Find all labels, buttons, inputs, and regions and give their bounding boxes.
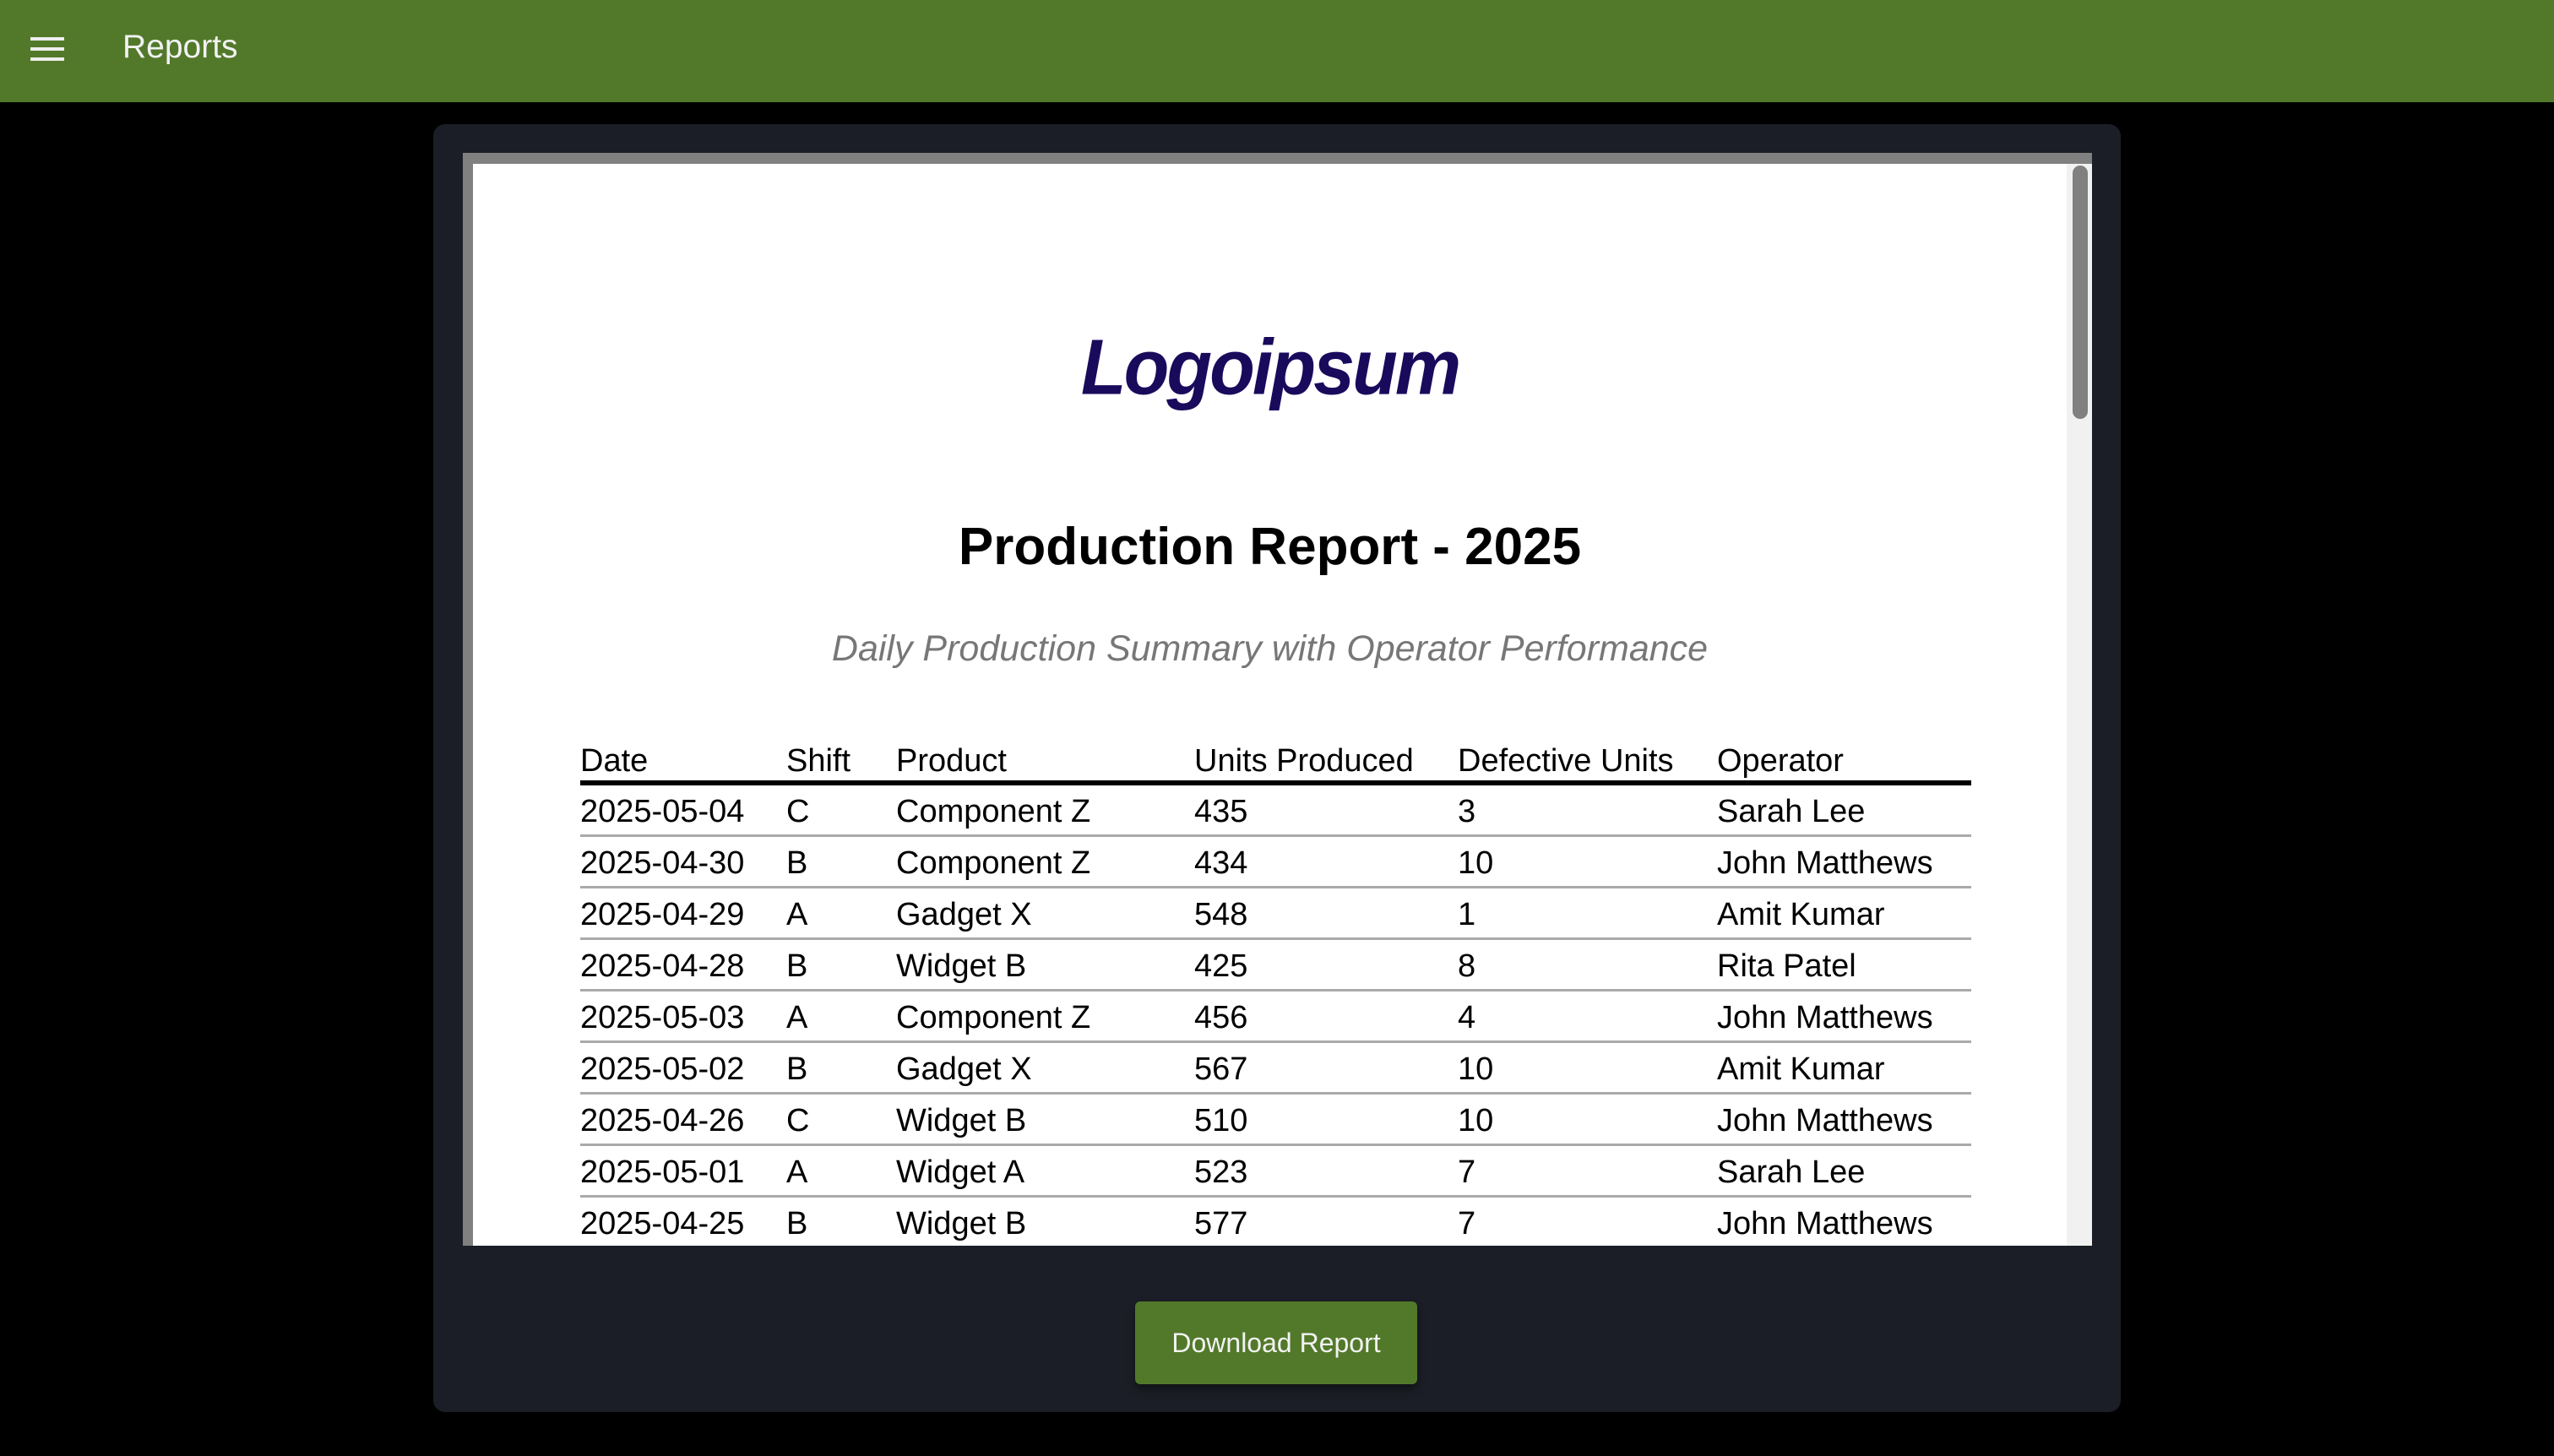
table-cell: Sarah Lee bbox=[1717, 794, 1866, 829]
column-header: Date bbox=[580, 743, 649, 779]
table-row: 2025-04-29 A Gadget X 548 1 Amit Kumar bbox=[580, 888, 1971, 940]
table-cell: Gadget X bbox=[896, 897, 1032, 932]
table-cell: 10 bbox=[1458, 1051, 1494, 1087]
table-cell: 2025-04-25 bbox=[580, 1206, 745, 1241]
scrollbar-thumb[interactable] bbox=[2073, 166, 2088, 419]
table-cell: Component Z bbox=[896, 1000, 1091, 1035]
report-preview-frame[interactable]: Logoipsum Production Report - 2025 Daily… bbox=[463, 153, 2092, 1246]
table-cell: A bbox=[786, 1154, 808, 1190]
table-cell: C bbox=[786, 794, 810, 829]
table-cell: 7 bbox=[1458, 1206, 1476, 1241]
table-cell: 7 bbox=[1458, 1154, 1476, 1190]
table-row: 2025-04-26 C Widget B 510 10 John Matthews bbox=[580, 1095, 1971, 1146]
table-cell: John Matthews bbox=[1717, 1000, 1933, 1035]
table-cell: 425 bbox=[1194, 948, 1248, 984]
hamburger-menu-icon[interactable] bbox=[30, 37, 64, 64]
column-header: Shift bbox=[786, 743, 851, 779]
table-cell: 2025-04-28 bbox=[580, 948, 745, 984]
table-cell: 4 bbox=[1458, 1000, 1476, 1035]
table-cell: 567 bbox=[1194, 1051, 1248, 1087]
scrollbar[interactable] bbox=[2067, 164, 2092, 1246]
table-cell: B bbox=[786, 1206, 808, 1241]
table-row: 2025-05-02 B Gadget X 567 10 Amit Kumar bbox=[580, 1043, 1971, 1095]
table-cell: 510 bbox=[1194, 1103, 1248, 1138]
table-row: 2025-04-25 B Widget B 577 7 John Matthews bbox=[580, 1198, 1971, 1246]
table-cell: Widget A bbox=[896, 1154, 1025, 1190]
table-cell: B bbox=[786, 1051, 808, 1087]
table-cell: Widget B bbox=[896, 948, 1027, 984]
table-cell: 10 bbox=[1458, 845, 1494, 881]
column-header: Defective Units bbox=[1458, 743, 1674, 779]
table-cell: 2025-04-30 bbox=[580, 845, 745, 881]
report-subtitle: Daily Production Summary with Operator P… bbox=[831, 628, 1709, 669]
top-app-bar: Reports bbox=[0, 0, 2554, 102]
table-cell: 577 bbox=[1194, 1206, 1248, 1241]
table-cell: 8 bbox=[1458, 948, 1476, 984]
table-cell: 434 bbox=[1194, 845, 1248, 881]
table-cell: 2025-05-04 bbox=[580, 794, 745, 829]
table-cell: 2025-05-02 bbox=[580, 1051, 745, 1087]
column-header: Units Produced bbox=[1194, 743, 1414, 779]
table-row: 2025-05-01 A Widget A 523 7 Sarah Lee bbox=[580, 1146, 1971, 1198]
table-cell: Component Z bbox=[896, 845, 1091, 881]
table-cell: 523 bbox=[1194, 1154, 1248, 1190]
table-cell: A bbox=[786, 897, 808, 932]
table-row: 2025-05-04 C Component Z 435 3 Sarah Lee bbox=[580, 785, 1971, 837]
table-cell: A bbox=[786, 1000, 808, 1035]
table-cell: Widget B bbox=[896, 1206, 1027, 1241]
table-cell: Sarah Lee bbox=[1717, 1154, 1866, 1190]
table-cell: C bbox=[786, 1103, 810, 1138]
table-cell: Component Z bbox=[896, 794, 1091, 829]
company-logo: Logoipsum bbox=[1080, 323, 1461, 411]
table-cell: Gadget X bbox=[896, 1051, 1032, 1087]
report-title: Production Report - 2025 bbox=[958, 518, 1582, 576]
table-cell: 548 bbox=[1194, 897, 1248, 932]
table-cell: 2025-05-03 bbox=[580, 1000, 745, 1035]
column-header: Product bbox=[896, 743, 1007, 779]
table-cell: Amit Kumar bbox=[1717, 1051, 1885, 1087]
table-cell: John Matthews bbox=[1717, 845, 1933, 881]
production-table: Date Shift Product Units Produced Defective … bbox=[580, 735, 1971, 1246]
table-cell: Widget B bbox=[896, 1103, 1027, 1138]
table-row: 2025-05-03 A Component Z 456 4 John Matthews bbox=[580, 991, 1971, 1043]
table-cell: 10 bbox=[1458, 1103, 1494, 1138]
column-header: Operator bbox=[1717, 743, 1844, 779]
table-cell: 2025-04-29 bbox=[580, 897, 745, 932]
table-cell: 456 bbox=[1194, 1000, 1248, 1035]
table-cell: 2025-05-01 bbox=[580, 1154, 745, 1190]
table-cell: John Matthews bbox=[1717, 1206, 1933, 1241]
download-report-button[interactable]: Download Report bbox=[1135, 1301, 1417, 1384]
table-cell: John Matthews bbox=[1717, 1103, 1933, 1138]
table-header-row: Date Shift Product Units Produced Defective … bbox=[580, 735, 1971, 785]
table-cell: B bbox=[786, 948, 808, 984]
table-cell: Amit Kumar bbox=[1717, 897, 1885, 932]
table-cell: Rita Patel bbox=[1717, 948, 1856, 984]
table-cell: 1 bbox=[1458, 897, 1476, 932]
table-cell: 2025-04-26 bbox=[580, 1103, 745, 1138]
table-cell: B bbox=[786, 845, 808, 881]
app-title: Reports bbox=[122, 29, 238, 65]
table-cell: 3 bbox=[1458, 794, 1476, 829]
table-row: 2025-04-30 B Component Z 434 10 John Matthews bbox=[580, 837, 1971, 888]
table-cell: 435 bbox=[1194, 794, 1248, 829]
table-row: 2025-04-28 B Widget B 425 8 Rita Patel bbox=[580, 940, 1971, 991]
